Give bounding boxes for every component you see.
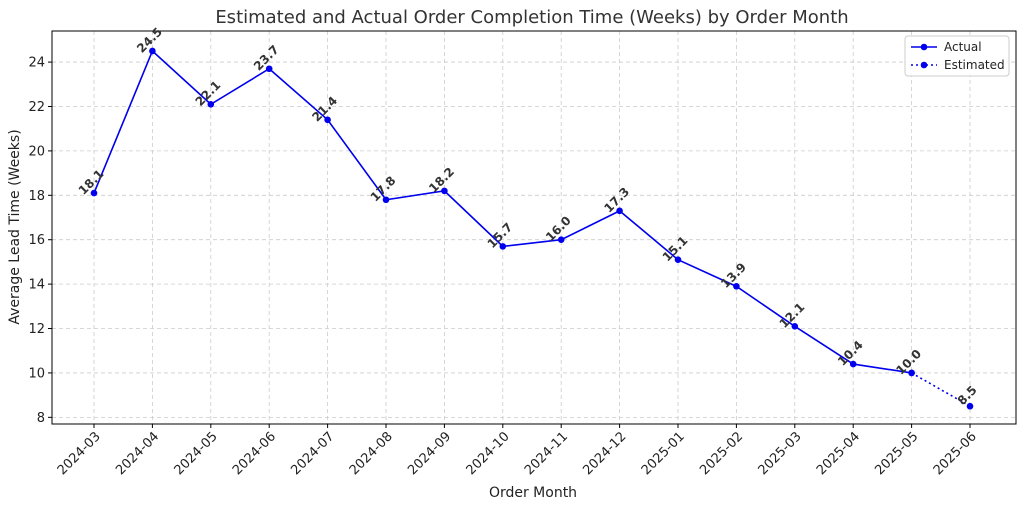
legend-swatch-marker xyxy=(920,43,928,51)
y-axis-label: Average Lead Time (Weeks) xyxy=(7,129,23,324)
data-point-actual xyxy=(674,256,682,263)
x-axis-label: Order Month xyxy=(489,485,577,501)
y-tick-label: 12 xyxy=(28,322,45,337)
data-point-actual xyxy=(616,207,623,215)
data-points xyxy=(90,47,974,410)
x-tick-label: 2024-08 xyxy=(347,429,396,478)
data-point-actual xyxy=(733,283,740,290)
data-point-actual xyxy=(149,47,156,55)
x-tick-label: 2025-02 xyxy=(697,429,746,478)
y-tick-label: 14 xyxy=(28,278,45,293)
legend: Actual Estimated xyxy=(904,35,1010,77)
x-tick-label: 2024-05 xyxy=(172,429,221,478)
data-label: 8.5 xyxy=(955,383,980,408)
data-point-actual xyxy=(90,189,98,197)
data-point-actual xyxy=(499,243,507,250)
y-tick-label: 10 xyxy=(28,366,45,381)
data-point-estimated xyxy=(908,369,915,377)
series-line-estimated xyxy=(911,372,971,407)
y-tick-label: 16 xyxy=(28,233,45,248)
data-point-actual xyxy=(265,65,273,73)
data-point-actual xyxy=(441,187,448,195)
x-tick-label: 2025-01 xyxy=(639,429,688,478)
y-tick-label: 22 xyxy=(28,100,45,115)
legend-box xyxy=(904,35,1010,77)
x-tick-label: 2024-06 xyxy=(230,429,279,478)
data-point-actual xyxy=(791,323,799,330)
x-tick-label: 2024-07 xyxy=(288,429,337,478)
y-tick-label: 24 xyxy=(28,56,45,71)
data-point-actual xyxy=(557,236,565,244)
grid xyxy=(52,31,1016,424)
x-tick-label: 2025-03 xyxy=(756,429,805,478)
x-tick-label: 2025-05 xyxy=(872,429,921,478)
x-tick-label: 2024-12 xyxy=(580,429,629,478)
data-point-actual xyxy=(324,116,331,124)
data-labels: 18.124.522.123.721.417.8 18.215.7 16.017.3… xyxy=(76,25,980,408)
data-point-actual xyxy=(849,360,857,368)
y-axis-ticks: 8 10 12 14 16 18 20 22 24 xyxy=(28,56,52,426)
chart-title: Estimated and Actual Order Completion Ti… xyxy=(215,7,848,28)
legend-swatch-marker xyxy=(920,61,928,69)
legend-label-actual: Actual xyxy=(944,40,982,54)
data-point-actual xyxy=(382,196,390,204)
data-point-actual xyxy=(207,100,215,108)
legend-label-estimated: Estimated xyxy=(944,58,1005,72)
series-lines xyxy=(93,49,971,407)
x-tick-label: 2025-06 xyxy=(931,429,980,478)
y-tick-label: 8 xyxy=(37,411,45,426)
x-axis-ticks: 2024-03 2024-04 2024-05 2024-06 2024-07 2024-… xyxy=(55,424,980,478)
x-tick-label: 2024-10 xyxy=(464,429,513,478)
data-point-estimated xyxy=(966,402,974,410)
plot-area-frame xyxy=(51,30,1017,425)
y-tick-label: 18 xyxy=(28,189,45,204)
y-tick-label: 20 xyxy=(28,144,45,159)
x-tick-label: 2024-04 xyxy=(113,429,162,478)
x-tick-label: 2024-11 xyxy=(522,429,571,478)
x-tick-label: 2024-09 xyxy=(405,429,454,478)
x-tick-label: 2025-04 xyxy=(814,429,863,478)
x-tick-label: 2024-03 xyxy=(55,429,104,478)
